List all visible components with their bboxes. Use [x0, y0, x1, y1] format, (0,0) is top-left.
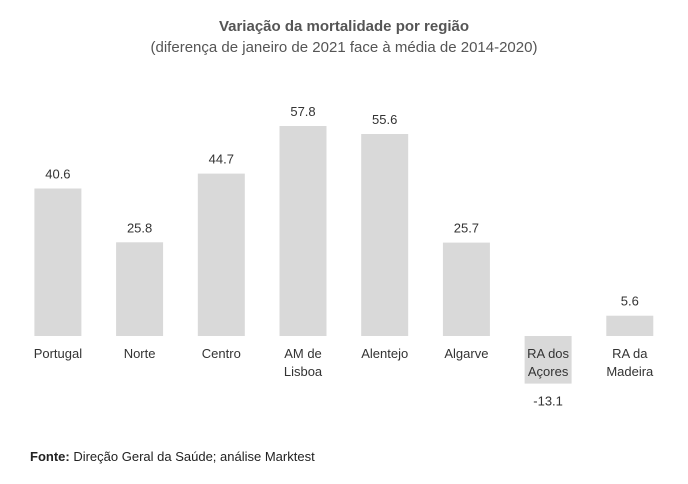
- data-label-3: 57.8: [290, 104, 315, 119]
- chart-subtitle: (diferença de janeiro de 2021 face à méd…: [150, 39, 538, 56]
- category-label-2: Centro: [202, 346, 241, 361]
- data-label-1: 25.8: [127, 220, 152, 235]
- bar-0: [34, 188, 82, 336]
- category-label-6-line-0: RA dos: [527, 346, 569, 361]
- category-label-5: Algarve: [444, 346, 488, 361]
- category-label-1: Norte: [124, 346, 156, 361]
- category-label-3-line-0: AM de: [284, 346, 322, 361]
- category-label-6-line-1: Açores: [528, 364, 569, 379]
- category-label-7-line-1: Madeira: [606, 364, 654, 379]
- data-label-5: 25.7: [454, 221, 479, 236]
- category-label-3-line-1: Lisboa: [284, 364, 323, 379]
- bar-1: [116, 242, 164, 336]
- bar-4: [361, 134, 409, 336]
- bar-7: [606, 315, 654, 336]
- bar-6: [524, 336, 572, 384]
- bar-3: [279, 126, 327, 336]
- data-label-0: 40.6: [45, 167, 70, 182]
- category-label-0: Portugal: [34, 346, 83, 361]
- category-label-4: Alentejo: [361, 346, 408, 361]
- data-label-4: 55.6: [372, 112, 397, 127]
- data-label-6: -13.1: [533, 394, 563, 409]
- source-note: Fonte: Direção Geral da Saúde; análise M…: [30, 449, 315, 464]
- bar-5: [442, 242, 490, 336]
- chart-title: Variação da mortalidade por região: [218, 18, 470, 35]
- source-label: Fonte:: [30, 449, 70, 464]
- data-label-7: 5.6: [621, 294, 639, 309]
- category-label-7-line-0: RA da: [612, 346, 648, 361]
- bar-2: [197, 173, 245, 336]
- source-text: Direção Geral da Saúde; análise Marktest: [69, 449, 315, 464]
- data-label-2: 44.7: [209, 152, 234, 167]
